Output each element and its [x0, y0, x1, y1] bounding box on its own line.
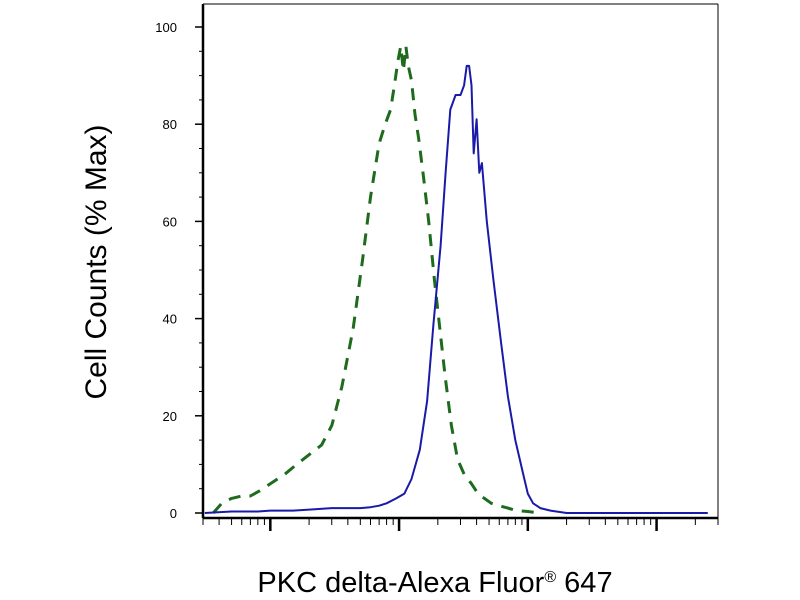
y-tick-label: 60: [163, 214, 177, 229]
y-tick-label: 80: [163, 117, 177, 132]
stained-histogram-solid-line: [204, 64, 708, 514]
y-tick-label: 40: [163, 312, 177, 327]
plot-frame: [201, 3, 719, 520]
y-axis-title: Cell Counts (% Max): [80, 124, 113, 399]
x-axis-title: PKC delta-Alexa Fluor® 647: [257, 567, 612, 599]
y-axis-ticks: 0 20 40 60 80 100: [155, 20, 203, 521]
y-tick-label: 20: [163, 409, 177, 424]
control-histogram-dashed-line: [212, 44, 541, 515]
y-tick-label: 0: [170, 506, 177, 521]
series-layer: [204, 44, 708, 515]
y-tick-label: 100: [155, 20, 177, 35]
x-axis-ticks: [202, 518, 719, 531]
x-axis-title-registered-mark: ®: [544, 569, 556, 586]
x-axis-title-suffix: 647: [556, 567, 612, 599]
x-axis-title-main: PKC delta-Alexa Fluor: [257, 567, 544, 599]
